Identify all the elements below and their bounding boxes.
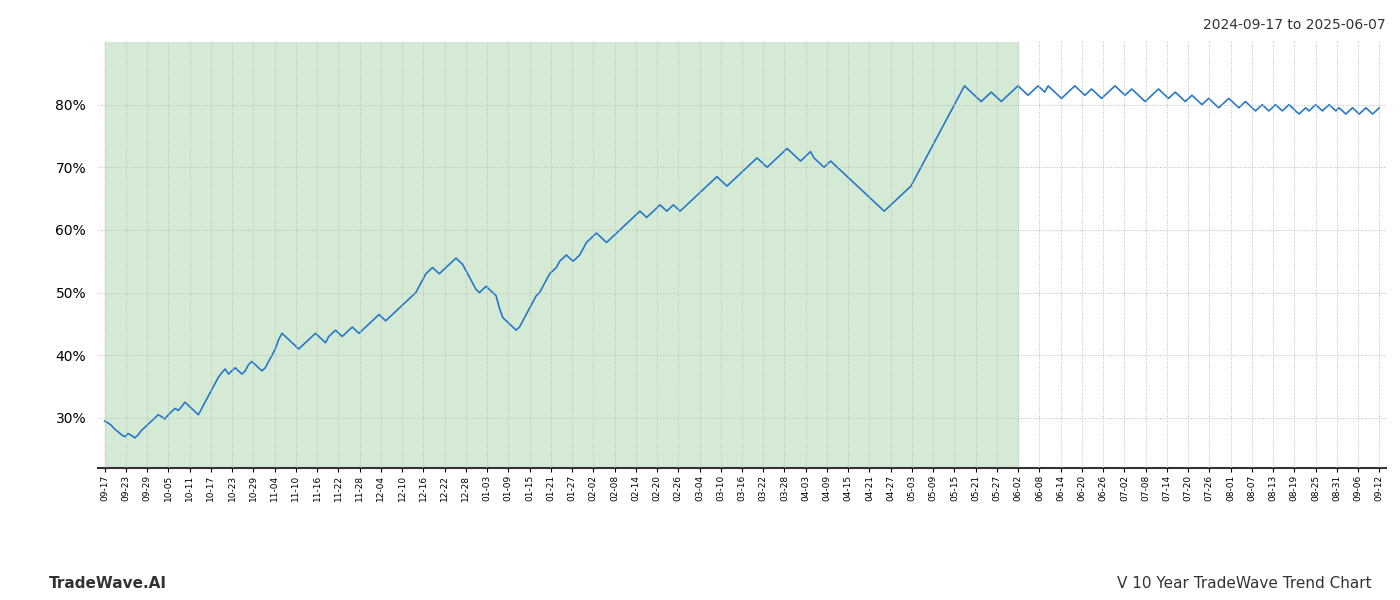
- Text: TradeWave.AI: TradeWave.AI: [49, 576, 167, 591]
- Bar: [105, 42, 1018, 468]
- Text: V 10 Year TradeWave Trend Chart: V 10 Year TradeWave Trend Chart: [1117, 576, 1372, 591]
- Text: 2024-09-17 to 2025-06-07: 2024-09-17 to 2025-06-07: [1204, 18, 1386, 32]
